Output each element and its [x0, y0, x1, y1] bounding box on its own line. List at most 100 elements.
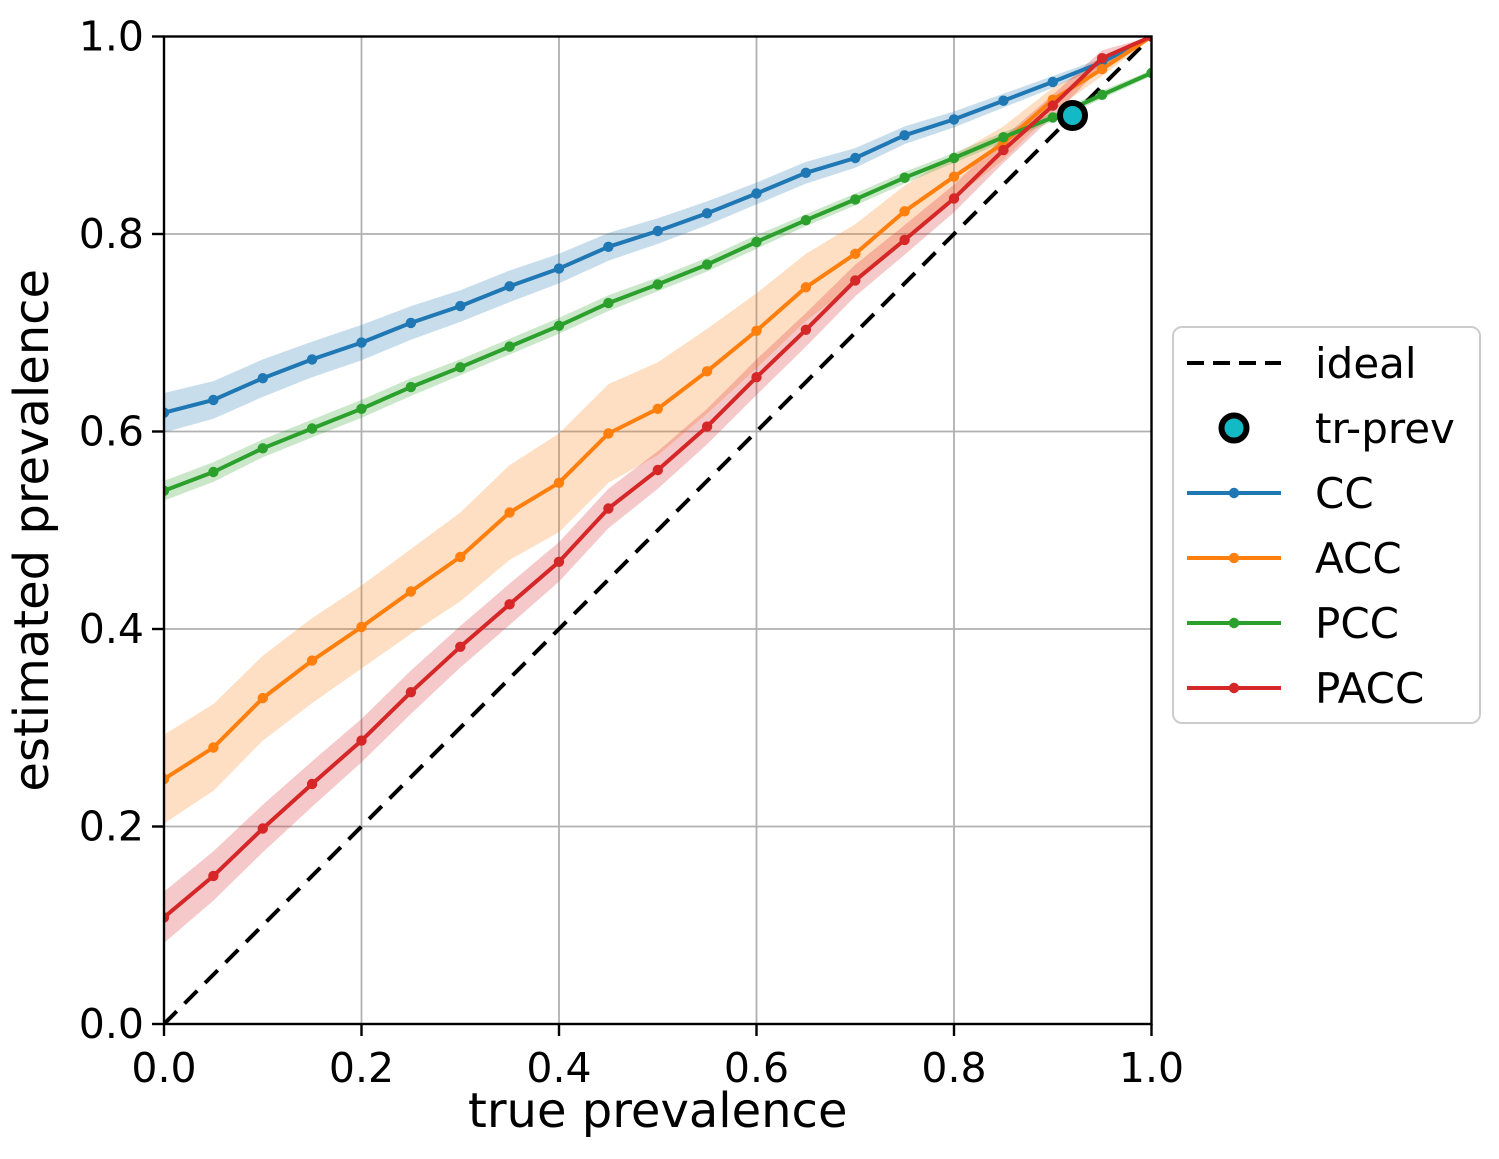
- marker-cc: [652, 225, 663, 237]
- marker-acc: [257, 692, 268, 704]
- marker-cc: [405, 317, 417, 329]
- marker-pcc: [1047, 112, 1059, 123]
- legend-label-pcc: PCC: [1315, 599, 1399, 648]
- marker-pacc: [405, 687, 417, 698]
- legend-sample-tr-prev-marker: [1218, 412, 1250, 444]
- marker-pcc: [257, 443, 268, 454]
- marker-pcc: [899, 172, 910, 183]
- marker-acc: [405, 586, 417, 597]
- marker-pcc: [504, 341, 515, 352]
- legend-label-pacc: PACC: [1315, 664, 1424, 713]
- marker-pcc: [701, 259, 713, 270]
- legend-entry-ideal: ideal: [1187, 339, 1417, 388]
- legend-label-cc: CC: [1315, 469, 1374, 518]
- x-tick-label: 0.0: [131, 1044, 196, 1092]
- legend-entry-pacc: PACC: [1187, 664, 1424, 713]
- marker-pcc: [306, 423, 318, 434]
- marker-acc: [164, 773, 170, 785]
- y-axis-label: estimated prevalence: [4, 269, 60, 792]
- ideal-line: [164, 36, 1152, 1024]
- marker-pcc: [208, 466, 219, 478]
- marker-pacc: [998, 144, 1009, 156]
- marker-pacc: [899, 234, 910, 246]
- legend-label-ideal: ideal: [1315, 339, 1417, 388]
- marker-acc: [306, 655, 318, 666]
- marker-pcc: [1146, 67, 1152, 79]
- marker-pcc: [356, 403, 367, 414]
- marker-pacc: [504, 599, 515, 610]
- marker-pacc: [603, 503, 614, 514]
- legend-entry-acc: ACC: [1187, 534, 1402, 583]
- marker-pacc: [1047, 100, 1059, 111]
- band-acc: [164, 36, 1152, 824]
- marker-cc: [701, 208, 713, 219]
- marker-pacc: [701, 421, 713, 432]
- marker-acc: [701, 366, 713, 377]
- marker-acc: [1096, 63, 1108, 75]
- marker-pacc: [652, 464, 663, 476]
- y-tick-label: 0.6: [79, 408, 144, 456]
- marker-acc: [948, 171, 960, 182]
- legend-entry-cc: CC: [1187, 469, 1374, 518]
- marker-cc: [306, 354, 318, 365]
- y-tick-label: 0.2: [79, 803, 144, 851]
- legend-sample-acc-marker: [1228, 552, 1240, 564]
- marker-cc: [751, 188, 762, 199]
- x-tick-label: 0.2: [329, 1044, 394, 1092]
- marker-cc: [208, 394, 219, 406]
- marker-cc: [998, 95, 1009, 106]
- marker-pcc: [998, 132, 1009, 143]
- marker-pcc: [948, 152, 960, 164]
- marker-acc: [850, 248, 861, 259]
- marker-pcc: [652, 279, 663, 290]
- y-tick-label: 0.8: [79, 210, 144, 258]
- marker-pcc: [603, 297, 614, 309]
- marker-cc: [164, 407, 170, 418]
- marker-cc: [455, 300, 466, 312]
- marker-acc: [603, 428, 614, 439]
- marker-acc: [455, 551, 466, 563]
- marker-pcc: [164, 485, 170, 496]
- marker-acc: [208, 742, 219, 753]
- y-tick-label: 1.0: [79, 13, 144, 61]
- marker-pacc: [800, 324, 812, 335]
- marker-pcc: [1096, 89, 1108, 101]
- y-tick-label: 0.4: [79, 605, 144, 653]
- marker-acc: [652, 403, 663, 414]
- marker-acc: [553, 477, 565, 488]
- x-tick-label: 0.4: [526, 1044, 591, 1092]
- marker-pcc: [405, 381, 417, 393]
- legend-label-tr-prev: tr-prev: [1315, 404, 1455, 453]
- marker-cc: [1047, 76, 1059, 88]
- legend-entry-tr-prev: tr-prev: [1218, 404, 1455, 453]
- marker-pacc: [257, 823, 268, 834]
- legend-sample-cc-marker: [1228, 487, 1240, 499]
- legend: ideal tr-prev CC ACC PCC PACC: [1172, 326, 1481, 724]
- marker-pacc: [306, 778, 318, 790]
- marker-pacc: [356, 735, 367, 746]
- marker-pacc: [948, 193, 960, 204]
- legend-sample-pacc-marker: [1228, 682, 1240, 694]
- x-axis-label: true prevalence: [468, 1083, 847, 1139]
- marker-cc: [356, 337, 367, 348]
- marker-pacc: [1096, 53, 1108, 64]
- marker-cc: [850, 152, 861, 164]
- marker-cc: [257, 373, 268, 384]
- marker-pcc: [800, 215, 812, 226]
- marker-cc: [800, 167, 812, 178]
- marker-cc: [553, 263, 565, 274]
- x-tick-label: 0.6: [724, 1044, 789, 1092]
- marker-cc: [504, 281, 515, 292]
- tr-prev-marker: [1057, 100, 1088, 131]
- legend-sample-pcc-marker: [1228, 617, 1240, 629]
- marker-pcc: [751, 236, 762, 248]
- marker-acc: [504, 507, 515, 518]
- marker-pcc: [850, 194, 861, 205]
- marker-pcc: [455, 362, 466, 373]
- marker-pacc: [164, 912, 170, 923]
- marker-pacc: [751, 372, 762, 383]
- marker-acc: [800, 282, 812, 293]
- marker-pacc: [850, 275, 861, 286]
- marker-pacc: [553, 556, 565, 567]
